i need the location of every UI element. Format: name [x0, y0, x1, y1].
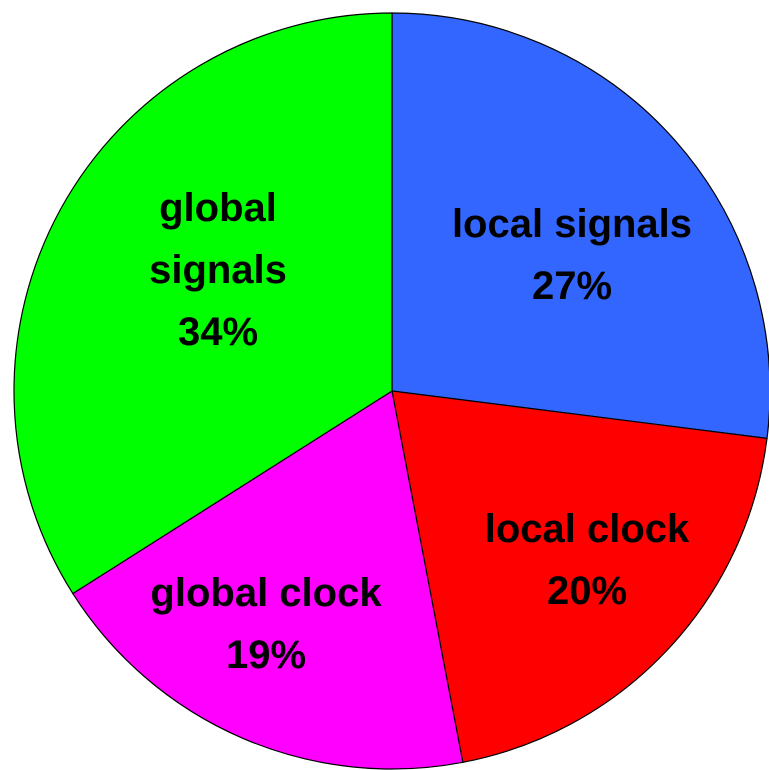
slice-label-global-clock: global clock 19% [150, 571, 382, 677]
slice-label-line: 20% [547, 569, 627, 613]
slice-label-line: 19% [226, 633, 306, 677]
slice-label-local-clock: local clock 20% [485, 507, 690, 613]
slice-label-line: 34% [178, 310, 258, 354]
slice-label-line: local clock [485, 507, 690, 551]
slice-global-clock [72, 390, 464, 770]
slice-label-line: global [159, 186, 277, 230]
pie-slices [13, 12, 769, 770]
slice-label-local-signals: local signals 27% [452, 202, 692, 308]
slice-local-clock [391, 390, 768, 764]
slice-local-signals [391, 12, 769, 440]
slice-label-line: global clock [150, 571, 382, 615]
slice-label-line: signals [149, 248, 287, 292]
slice-label-line: 27% [532, 264, 612, 308]
slice-label-global-signals: global signals 34% [149, 186, 287, 354]
slice-global-signals [13, 12, 393, 595]
slice-label-line: local signals [452, 202, 692, 246]
pie-labels: local signals 27% local clock 20% global clo… [149, 186, 692, 677]
